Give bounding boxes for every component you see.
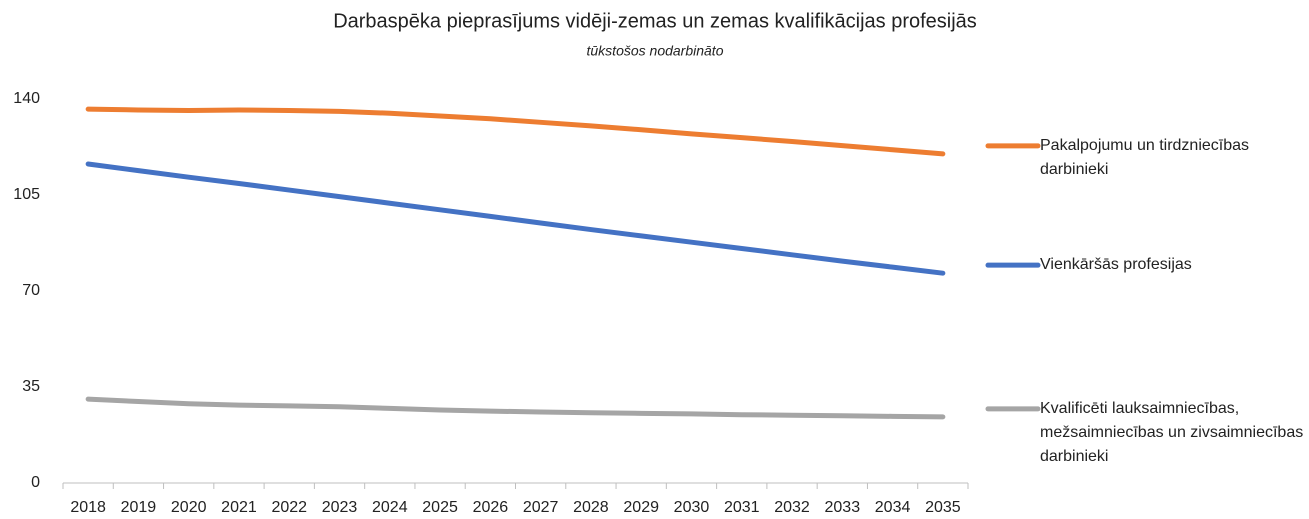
x-tick-label: 2029	[623, 499, 659, 516]
chart-subtitle: tūkstošos nodarbināto	[587, 43, 724, 59]
x-tick-label: 2027	[523, 499, 559, 516]
x-tick-label: 2025	[422, 499, 458, 516]
y-tick-label: 35	[22, 378, 40, 395]
x-tick-label: 2033	[825, 499, 861, 516]
y-tick-label: 140	[13, 90, 40, 107]
x-tick-label: 2035	[925, 499, 961, 516]
x-tick-label: 2021	[221, 499, 257, 516]
x-tick-label: 2019	[121, 499, 157, 516]
y-tick-label: 70	[22, 282, 40, 299]
x-tick-label: 2022	[271, 499, 307, 516]
chart-title: Darbaspēka pieprasījums vidēji-zemas un …	[333, 10, 977, 32]
legend-label: Vienkāršās profesijas	[1040, 256, 1192, 274]
x-tick-label: 2034	[875, 499, 911, 516]
x-tick-label: 2026	[473, 499, 509, 516]
y-tick-label: 105	[13, 186, 40, 203]
x-tick-label: 2032	[774, 499, 810, 516]
x-tick-label: 2028	[573, 499, 609, 516]
y-tick-label: 0	[31, 474, 40, 491]
line-series	[85, 106, 946, 157]
x-tick-label: 2030	[674, 499, 710, 516]
line-series	[85, 396, 946, 420]
x-tick-label: 2023	[322, 499, 358, 516]
legend-label: Pakalpojumu un tirdzniecības darbinieki	[1040, 136, 1250, 178]
line-series	[85, 161, 946, 276]
x-tick-label: 2024	[372, 499, 408, 516]
x-tick-label: 2031	[724, 499, 760, 516]
x-tick-label: 2020	[171, 499, 207, 516]
legend-label: Kvalificēti lauksaimniecības, mežsaimnie…	[1040, 399, 1304, 465]
x-tick-label: 2018	[70, 499, 106, 516]
